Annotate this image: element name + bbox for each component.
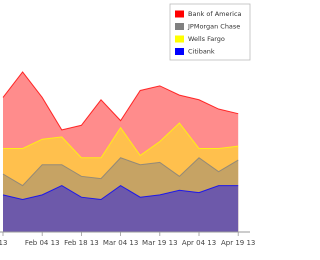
legend-label: JPMorgan Chase	[187, 23, 240, 31]
legend-swatch	[175, 48, 184, 55]
legend-label: Bank of America	[188, 10, 242, 18]
x-axis-labels: 13 Feb 04 13 Feb 18 13 Mar 04 13 Mar 19 13 Ap…	[0, 232, 255, 247]
legend-swatch	[175, 35, 184, 43]
x-tick-label: Apr 04 13	[182, 239, 216, 247]
x-tick-label: Mar 19 13	[142, 239, 177, 247]
x-tick-label: Feb 18 13	[64, 239, 99, 247]
x-tick-label: Feb 04 13	[25, 239, 60, 247]
x-tick-label: Apr 19 13	[221, 239, 255, 247]
legend-label: Citibank	[188, 48, 215, 56]
area	[3, 122, 239, 232]
plot-area	[2, 71, 239, 232]
area	[3, 157, 239, 232]
legend: Bank of America JPMorgan Chase Wells Fargo…	[169, 3, 251, 61]
legend-label: Wells Fargo	[188, 35, 225, 43]
area-line	[3, 122, 239, 159]
area-line	[2, 71, 239, 131]
legend-swatch	[175, 23, 184, 30]
x-tick-label: Mar 04 13	[103, 239, 138, 247]
area-line	[2, 185, 239, 201]
x-tick-label: 13	[0, 239, 7, 247]
area	[3, 185, 239, 232]
area-line	[2, 157, 239, 187]
area	[3, 71, 239, 232]
chart: 13 Feb 04 13 Feb 18 13 Mar 04 13 Mar 19 13 Ap…	[0, 3, 255, 247]
legend-swatch	[175, 10, 184, 18]
